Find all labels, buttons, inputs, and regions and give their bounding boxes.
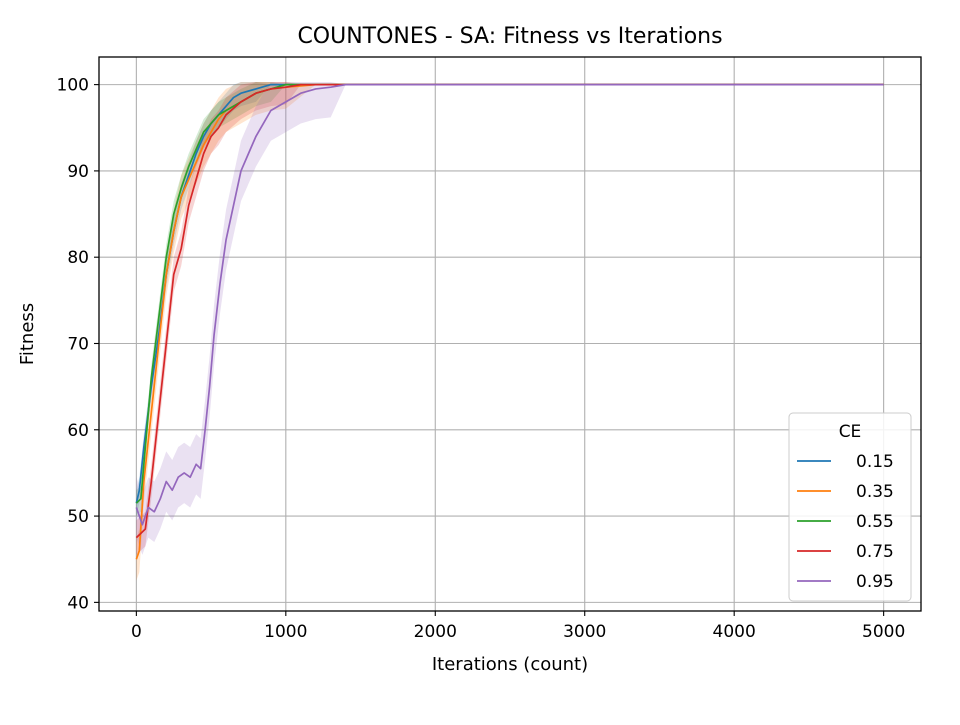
y-axis-label: Fitness (17, 303, 38, 365)
series-band-0.55 (136, 82, 884, 517)
series-lines (135, 83, 884, 560)
legend-label-0.95: 0.95 (856, 572, 894, 592)
series-band-0.15 (136, 82, 884, 517)
y-tick-label: 70 (67, 334, 89, 354)
series-line-0.95 (135, 83, 884, 526)
x-axis-label: Iterations (count) (432, 654, 588, 675)
y-tick-label: 40 (67, 593, 89, 613)
legend-label-0.15: 0.15 (856, 452, 894, 472)
legend-label-0.75: 0.75 (856, 542, 894, 562)
legend-label-0.55: 0.55 (856, 512, 894, 532)
x-tick-label: 1000 (264, 622, 307, 642)
y-tick-label: 80 (67, 248, 89, 268)
x-tick-label: 3000 (563, 622, 606, 642)
y-tick-label: 60 (67, 421, 89, 441)
chart-title: COUNTONES - SA: Fitness vs Iterations (297, 24, 722, 49)
legend-title: CE (839, 422, 862, 442)
x-tick-label: 2000 (414, 622, 457, 642)
y-tick-label: 90 (67, 162, 89, 182)
x-tick-label: 4000 (713, 622, 756, 642)
x-tick-label: 5000 (862, 622, 905, 642)
legend-label-0.35: 0.35 (856, 482, 894, 502)
x-tick-label: 0 (131, 622, 142, 642)
legend: CE 0.15 0.35 0.55 0.75 0.95 (788, 412, 912, 602)
series-line-0.75 (135, 83, 884, 539)
y-axis-ticks: 40 50 60 70 80 90 100 (57, 76, 99, 613)
series-band-0.75 (136, 82, 884, 555)
x-axis-ticks: 0 1000 2000 3000 4000 5000 (131, 611, 905, 642)
plot-frame (98, 56, 922, 612)
legend-box (788, 412, 912, 602)
y-tick-label: 100 (57, 76, 89, 96)
y-tick-label: 50 (67, 507, 89, 527)
